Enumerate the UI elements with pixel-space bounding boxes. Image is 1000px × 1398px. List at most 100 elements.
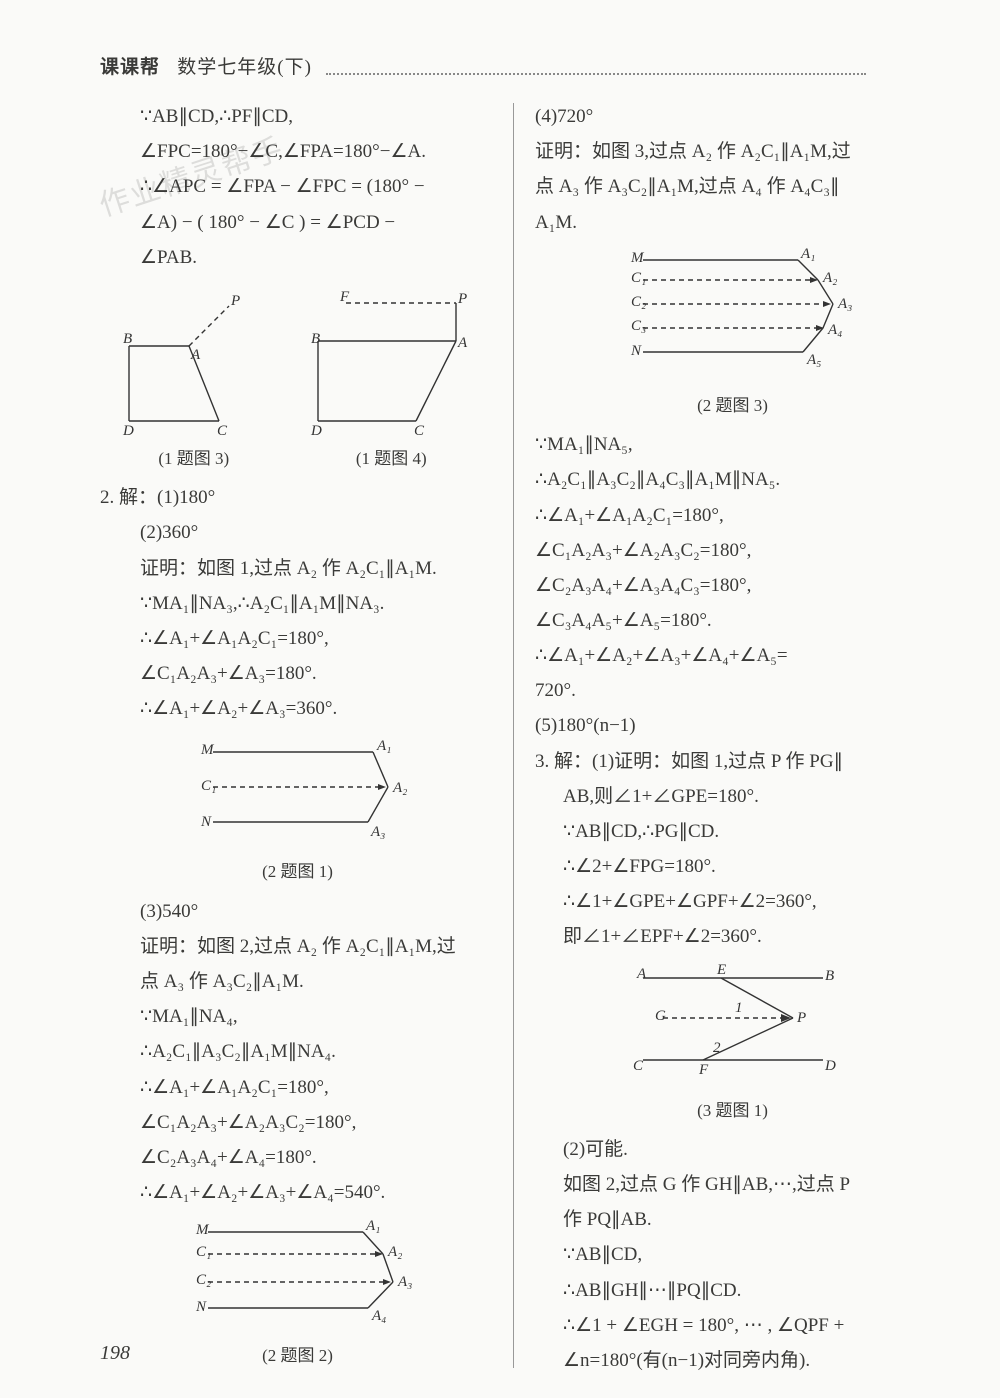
svg-text:D: D [122, 423, 134, 439]
l-text: ∴A₂C₁∥A₃C₂∥A₁M∥NA₄. [100, 1034, 495, 1069]
r-text: 证明：如图 3,过点 A₂ 作 A₂C₁∥A₁M,过 [535, 134, 930, 169]
r-text: ∴∠1 + ∠EGH = 180°, ⋯ , ∠QPF + [535, 1308, 930, 1343]
page-header: 课课帮 数学七年级(下) [100, 50, 930, 85]
l-text: 证明：如图 2,过点 A₂ 作 A₂C₁∥A₁M,过 [100, 929, 495, 964]
l-text: ∠C₂A₃A₄+∠A₄=180°. [100, 1140, 495, 1175]
fig-1-3-svg: P B A D C [109, 281, 279, 441]
r-text: ∴∠A₁+∠A₂+∠A₃+∠A₄+∠A₅= [535, 638, 930, 673]
svg-text:P: P [457, 291, 467, 307]
svg-text:M: M [200, 742, 215, 758]
r-text: ∠C₁A₂A₃+∠A₂A₃C₂=180°, [535, 533, 930, 568]
r-text: A₁M. [535, 205, 930, 240]
svg-text:A₂: A₂ [822, 270, 837, 286]
column-separator [513, 103, 514, 1368]
r-text: ∴∠2+∠FPG=180°. [535, 849, 930, 884]
r-text: 即∠1+∠EPF+∠2=360°. [535, 919, 930, 954]
svg-text:C₂: C₂ [196, 1272, 211, 1288]
figcap: (2 题图 1) [100, 856, 495, 887]
header-dots [326, 62, 866, 75]
svg-text:C₂: C₂ [631, 294, 646, 310]
svg-text:P: P [230, 293, 240, 309]
svg-text:A₃: A₃ [370, 824, 385, 840]
fig-2-1-svg: M A₁ C₁ A₂ N A₃ [173, 732, 423, 842]
svg-text:F: F [339, 289, 350, 305]
svg-text:C: C [414, 423, 425, 439]
r-text: 如图 2,过点 G 作 GH∥AB,⋯,过点 P [535, 1167, 930, 1202]
svg-text:C: C [633, 1058, 644, 1074]
svg-text:M: M [195, 1222, 210, 1238]
l-text: ∴∠A₁+∠A₂+∠A₃+∠A₄=540°. [100, 1175, 495, 1210]
svg-text:A₂: A₂ [387, 1244, 402, 1260]
r-text: 720°. [535, 673, 930, 708]
svg-text:A: A [457, 335, 468, 351]
svg-text:C₁: C₁ [631, 270, 646, 286]
page-number: 198 [100, 1335, 130, 1372]
right-column: (4)720° 证明：如图 3,过点 A₂ 作 A₂C₁∥A₁M,过 点 A₃ … [513, 99, 930, 1378]
r-text: 3. 解：(1)证明：如图 1,过点 P 作 PG∥ [535, 744, 930, 779]
r-text: ∵MA₁∥NA₅, [535, 427, 930, 462]
l-text: (3)540° [100, 894, 495, 929]
r-text: ∠C₃A₄A₅+∠A₅=180°. [535, 603, 930, 638]
r-text: (4)720° [535, 99, 930, 134]
svg-text:B: B [825, 968, 834, 984]
svg-text:A₁: A₁ [365, 1218, 380, 1234]
l-text: ∠C₁A₂A₃+∠A₂A₃C₂=180°, [100, 1105, 495, 1140]
svg-text:C: C [217, 423, 228, 439]
l-text: ∵MA₁∥NA₄, [100, 999, 495, 1034]
svg-text:G: G [655, 1008, 666, 1024]
figure-2-3: MA₁ C₁A₂ C₂A₃ C₃A₄ NA₅ [535, 246, 930, 388]
svg-text:2: 2 [713, 1040, 721, 1056]
svg-text:A₃: A₃ [397, 1274, 412, 1290]
fig-2-3-svg: MA₁ C₁A₂ C₂A₃ C₃A₄ NA₅ [593, 246, 873, 376]
l-text: 2. 解：(1)180° [100, 480, 495, 515]
l-text: ∵MA₁∥NA₃,∴A₂C₁∥A₁M∥NA₃. [100, 586, 495, 621]
r-text: ∵AB∥CD, [535, 1237, 930, 1272]
svg-text:C₃: C₃ [631, 318, 646, 334]
columns: ∵AB∥CD,∴PF∥CD, ∠FPC=180°−∠C,∠FPA=180°−∠A… [100, 99, 930, 1378]
l-text: ∠C₁A₂A₃+∠A₃=180°. [100, 656, 495, 691]
svg-text:A₄: A₄ [371, 1308, 386, 1324]
l-text: 证明：如图 1,过点 A₂ 作 A₂C₁∥A₁M. [100, 551, 495, 586]
figcap: (2 题图 2) [100, 1340, 495, 1371]
page: 作业精灵帮手 课课帮 数学七年级(下) ∵AB∥CD,∴PF∥CD, ∠FPC=… [0, 0, 1000, 1398]
r-text: ∴∠1+∠GPE+∠GPF+∠2=360°, [535, 884, 930, 919]
r-text: ∴∠A₁+∠A₁A₂C₁=180°, [535, 498, 930, 533]
l-text: ∠FPC=180°−∠C,∠FPA=180°−∠A. [100, 134, 495, 169]
svg-text:A: A [636, 966, 647, 982]
l-text: ∠A) − ( 180° − ∠C ) = ∠PCD − [100, 205, 495, 240]
l-text: ∴∠A₁+∠A₁A₂C₁=180°, [100, 1070, 495, 1105]
header-brand: 课课帮 [100, 57, 160, 78]
figcap: (1 题图 4) [296, 443, 486, 474]
svg-text:E: E [716, 962, 726, 978]
r-text: 点 A₃ 作 A₃C₂∥A₁M,过点 A₄ 作 A₄C₃∥ [535, 169, 930, 204]
svg-text:N: N [630, 343, 642, 359]
l-text: ∵AB∥CD,∴PF∥CD, [100, 99, 495, 134]
r-text: ∴A₂C₁∥A₃C₂∥A₄C₃∥A₁M∥NA₅. [535, 462, 930, 497]
figure-2-1: M A₁ C₁ A₂ N A₃ [100, 732, 495, 854]
l-text: ∴∠A₁+∠A₁A₂C₁=180°, [100, 621, 495, 656]
header-subject: 数学七年级(下) [177, 57, 312, 78]
r-text: (5)180°(n−1) [535, 708, 930, 743]
svg-text:A₂: A₂ [392, 780, 407, 796]
figure-3-1: AEB G1P 2 CFD [535, 960, 930, 1092]
figure-2-2: MA₁ C₁A₂ C₂A₃ NA₄ [100, 1216, 495, 1338]
svg-text:N: N [200, 814, 212, 830]
figure-1-3-4: P B A D C F P [100, 281, 495, 441]
svg-text:C₁: C₁ [196, 1244, 211, 1260]
l-text: ∠PAB. [100, 240, 495, 275]
r-text: ∠C₂A₃A₄+∠A₃A₄C₃=180°, [535, 568, 930, 603]
svg-text:P: P [796, 1010, 806, 1026]
fig-1-4-svg: F P B A D C [296, 281, 486, 441]
r-text: ∵AB∥CD,∴PG∥CD. [535, 814, 930, 849]
r-text: (2)可能. [535, 1132, 930, 1167]
svg-text:1: 1 [735, 1000, 743, 1016]
l-text: ∴∠APC = ∠FPA − ∠FPC = (180° − [100, 169, 495, 204]
svg-text:D: D [824, 1058, 836, 1074]
fig-2-2-svg: MA₁ C₁A₂ C₂A₃ NA₄ [168, 1216, 428, 1326]
l-text: 点 A₃ 作 A₃C₂∥A₁M. [100, 964, 495, 999]
r-text: 作 PQ∥AB. [535, 1202, 930, 1237]
svg-text:C₁: C₁ [201, 778, 216, 794]
figcap-row: (1 题图 3) (1 题图 4) [100, 443, 495, 480]
figcap: (1 题图 3) [109, 443, 279, 474]
r-text: ∠n=180°(有(n−1)对同旁内角). [535, 1343, 930, 1378]
